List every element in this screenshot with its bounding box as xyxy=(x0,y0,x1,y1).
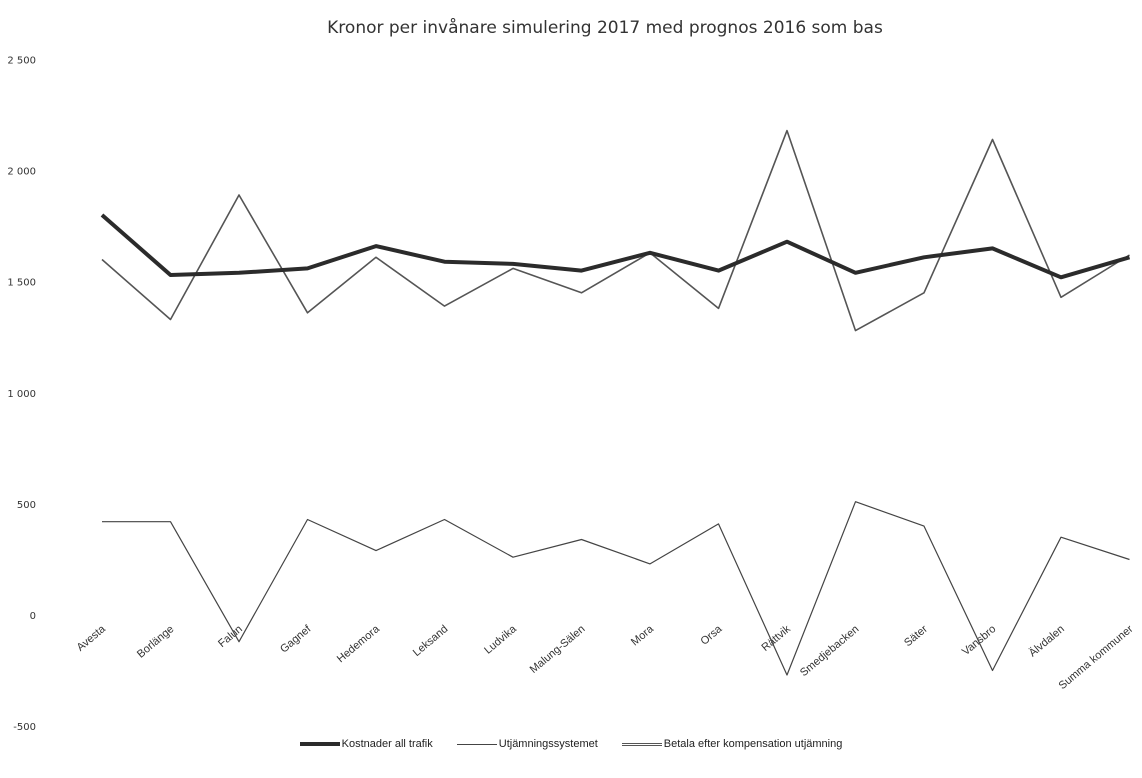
x-tick-label: Borlänge xyxy=(135,623,176,661)
series-line-kostnader xyxy=(100,213,1131,280)
x-tick-label: Rättvik xyxy=(759,623,793,654)
x-tick-label: Ludvika xyxy=(482,623,519,657)
legend-swatch-kostnader xyxy=(299,742,340,746)
x-tick-label: Säter xyxy=(902,623,930,649)
x-tick-label: Hedemora xyxy=(335,623,383,666)
legend-item-betala: Betala efter kompensation utjämning xyxy=(621,738,843,750)
y-tick-label: 1 500 xyxy=(7,278,36,289)
legend-swatch-utjamning xyxy=(456,743,497,745)
x-tick-label: Mora xyxy=(629,623,657,649)
legend-item-utjamning: Utjämningssystemet xyxy=(456,738,598,750)
chart-title: Kronor per invånare simulering 2017 med … xyxy=(327,18,883,38)
x-tick-label: Leksand xyxy=(411,623,451,659)
legend-label-betala: Betala efter kompensation utjämning xyxy=(663,738,843,750)
x-tick-label: Summa kommuner xyxy=(1057,623,1136,692)
y-tick-label: 1 000 xyxy=(7,389,36,400)
y-tick-label: 2 000 xyxy=(7,167,36,178)
x-tick-label: Vansbro xyxy=(960,623,998,658)
legend-label-utjamning: Utjämningssystemet xyxy=(498,738,598,750)
x-tick-label: Gagnef xyxy=(278,623,314,656)
x-tick-label: Smedjebacken xyxy=(798,623,861,679)
x-tick-label: Malung-Sälen xyxy=(528,623,588,676)
x-tick-label: Älvdalen xyxy=(1027,623,1067,659)
legend-swatch-betala xyxy=(621,742,662,746)
x-tick-label: Orsa xyxy=(698,623,725,648)
legend-item-kostnader: Kostnader all trafik xyxy=(299,738,433,750)
y-tick-label: -500 xyxy=(13,722,36,733)
y-tick-label: 2 500 xyxy=(7,56,36,67)
y-tick-label: 0 xyxy=(30,611,36,622)
legend: Kostnader all trafik Utjämningssystemet … xyxy=(0,738,1142,750)
legend-label-kostnader: Kostnader all trafik xyxy=(341,738,433,750)
x-tick-label: Avesta xyxy=(75,623,109,654)
series-line-betala xyxy=(101,129,1130,332)
series-line-utjamning xyxy=(102,501,1130,676)
y-tick-label: 500 xyxy=(17,500,36,511)
